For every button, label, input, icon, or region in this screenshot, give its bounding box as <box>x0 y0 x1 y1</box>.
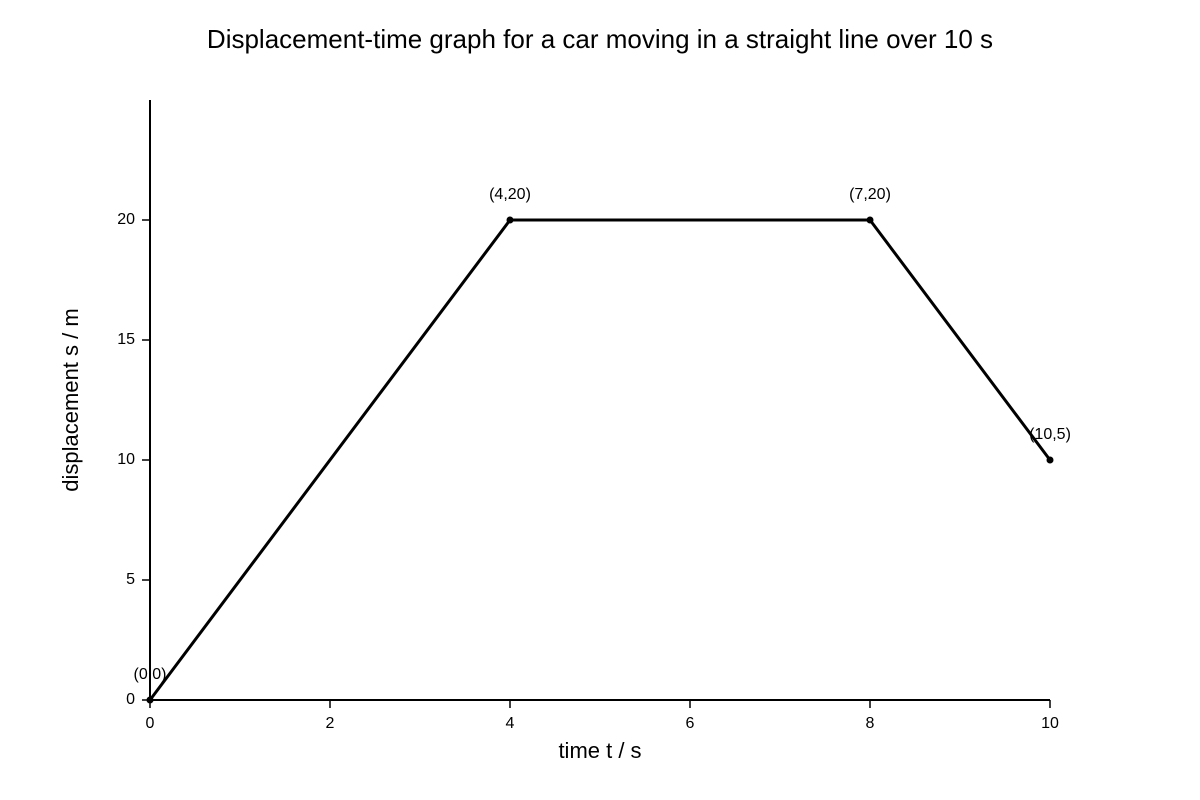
x-tick-label: 0 <box>146 715 155 732</box>
y-tick-label: 5 <box>126 571 135 588</box>
x-tick-label: 4 <box>506 715 515 732</box>
x-tick-label: 2 <box>326 715 335 732</box>
x-axis-label: time t / s <box>558 738 641 763</box>
point <box>506 216 514 224</box>
y-tick-label: 10 <box>117 451 135 468</box>
point <box>866 216 874 224</box>
annotation: (0,0) <box>134 666 167 683</box>
annotation: (4,20) <box>489 186 531 203</box>
annotation: (7,20) <box>849 186 891 203</box>
x-tick-label: 10 <box>1041 715 1059 732</box>
chart-title: Displacement-time graph for a car moving… <box>207 24 993 54</box>
y-axis-label: displacement s / m <box>58 308 83 491</box>
line <box>148 218 1052 701</box>
point <box>146 696 154 704</box>
annotation: (10,5) <box>1029 426 1071 443</box>
y-tick-label: 20 <box>117 211 135 228</box>
y-tick-label: 0 <box>126 691 135 708</box>
x-tick-label: 8 <box>866 715 875 732</box>
x-tick-label: 6 <box>686 715 695 732</box>
y-tick-label: 15 <box>117 331 135 348</box>
point <box>1046 456 1054 464</box>
